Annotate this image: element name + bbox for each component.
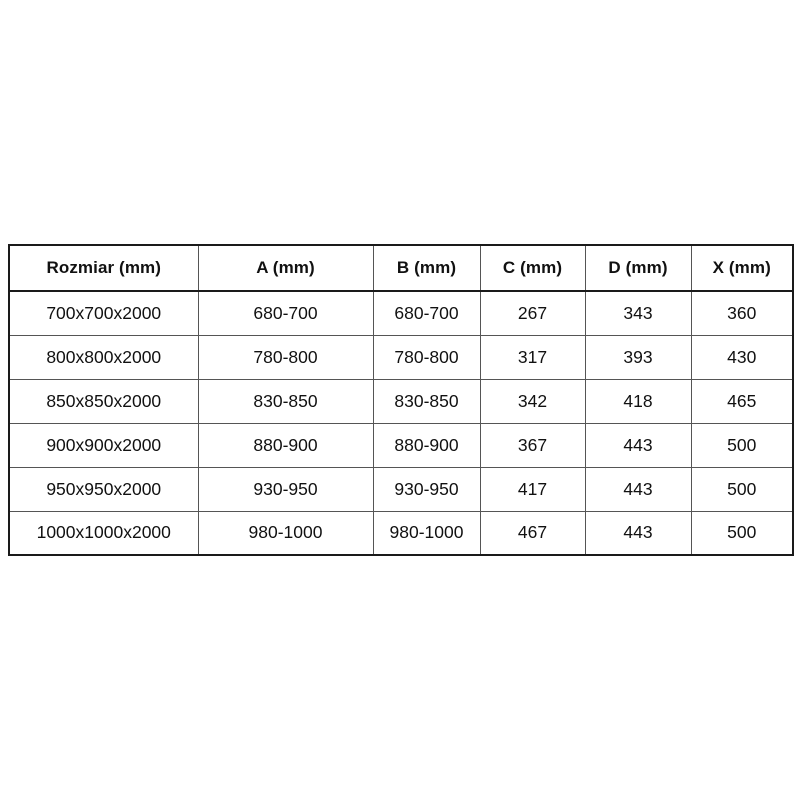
spec-table-wrapper: Rozmiar (mm) A (mm) B (mm) C (mm) D (mm) X (m…: [8, 244, 794, 556]
cell-x: 465: [690, 378, 794, 424]
table-row: 850x850x2000 830-850 830-850 342 418 465: [8, 378, 794, 424]
cell-b: 680-700: [372, 290, 481, 336]
cell-c: 467: [479, 510, 586, 556]
cell-b: 980-1000: [372, 510, 481, 556]
cell-d: 443: [584, 422, 692, 468]
cell-b: 780-800: [372, 334, 481, 380]
cell-c: 317: [479, 334, 586, 380]
cell-x: 430: [690, 334, 794, 380]
column-header-a: A (mm): [197, 244, 374, 292]
cell-a: 830-850: [197, 378, 374, 424]
column-header-c: C (mm): [479, 244, 586, 292]
cell-rozmiar: 950x950x2000: [8, 466, 199, 512]
cell-rozmiar: 700x700x2000: [8, 290, 199, 336]
cell-c: 367: [479, 422, 586, 468]
cell-d: 443: [584, 510, 692, 556]
cell-a: 880-900: [197, 422, 374, 468]
cell-rozmiar: 1000x1000x2000: [8, 510, 199, 556]
table-row: 700x700x2000 680-700 680-700 267 343 360: [8, 290, 794, 336]
cell-c: 417: [479, 466, 586, 512]
table-row: 1000x1000x2000 980-1000 980-1000 467 443 500: [8, 510, 794, 556]
cell-a: 680-700: [197, 290, 374, 336]
cell-a: 930-950: [197, 466, 374, 512]
column-header-x: X (mm): [690, 244, 794, 292]
cell-rozmiar: 900x900x2000: [8, 422, 199, 468]
cell-x: 500: [690, 510, 794, 556]
column-header-rozmiar: Rozmiar (mm): [8, 244, 199, 292]
table-row: 800x800x2000 780-800 780-800 317 393 430: [8, 334, 794, 380]
dimensions-table: Rozmiar (mm) A (mm) B (mm) C (mm) D (mm) X (m…: [8, 244, 794, 556]
cell-d: 418: [584, 378, 692, 424]
cell-rozmiar: 850x850x2000: [8, 378, 199, 424]
cell-x: 500: [690, 466, 794, 512]
table-header-row: Rozmiar (mm) A (mm) B (mm) C (mm) D (mm) X (m…: [8, 244, 794, 292]
cell-a: 980-1000: [197, 510, 374, 556]
cell-rozmiar: 800x800x2000: [8, 334, 199, 380]
cell-d: 343: [584, 290, 692, 336]
cell-x: 500: [690, 422, 794, 468]
column-header-b: B (mm): [372, 244, 481, 292]
cell-c: 267: [479, 290, 586, 336]
table-row: 950x950x2000 930-950 930-950 417 443 500: [8, 466, 794, 512]
table-row: 900x900x2000 880-900 880-900 367 443 500: [8, 422, 794, 468]
cell-c: 342: [479, 378, 586, 424]
cell-b: 830-850: [372, 378, 481, 424]
cell-d: 443: [584, 466, 692, 512]
table-body: 700x700x2000 680-700 680-700 267 343 360 800x8…: [8, 290, 794, 556]
table-header: Rozmiar (mm) A (mm) B (mm) C (mm) D (mm) X (m…: [8, 244, 794, 292]
cell-a: 780-800: [197, 334, 374, 380]
cell-b: 880-900: [372, 422, 481, 468]
cell-x: 360: [690, 290, 794, 336]
cell-b: 930-950: [372, 466, 481, 512]
column-header-d: D (mm): [584, 244, 692, 292]
cell-d: 393: [584, 334, 692, 380]
